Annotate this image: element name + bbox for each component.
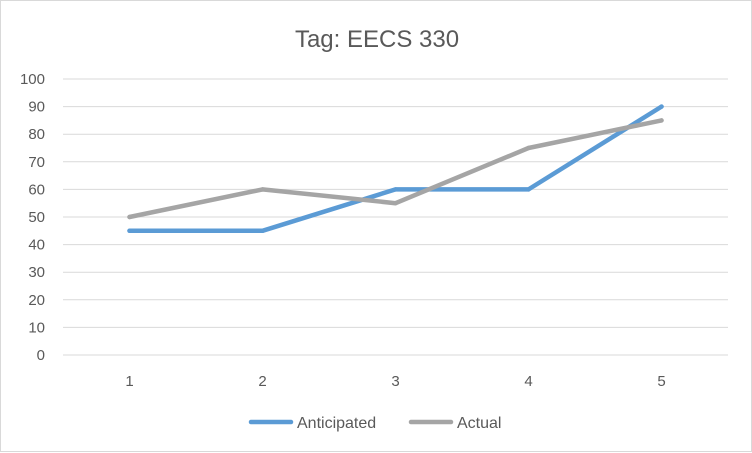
y-axis-tick-labels: 0 10 20 30 40 50 60 70 80 90 100 [20, 71, 45, 364]
x-tick-label: 1 [125, 373, 133, 390]
x-tick-label: 2 [258, 373, 266, 390]
y-tick-label: 20 [28, 292, 45, 309]
legend-label-anticipated: Anticipated [297, 415, 376, 432]
y-tick-label: 40 [28, 237, 45, 254]
data-point-actual [127, 214, 132, 220]
gridlines [63, 78, 728, 356]
data-point-actual [526, 145, 531, 151]
y-tick-label: 0 [37, 347, 45, 364]
legend: Anticipated Actual [248, 415, 501, 432]
y-tick-label: 70 [28, 154, 45, 171]
data-point-anticipated [526, 187, 531, 192]
y-tick-label: 30 [28, 264, 45, 281]
y-tick-label: 60 [28, 181, 45, 198]
x-tick-label: 5 [657, 373, 665, 390]
chart-title: Tag: EECS 330 [295, 26, 459, 53]
data-point-anticipated [393, 187, 398, 192]
y-tick-label: 10 [28, 319, 45, 336]
legend-label-actual: Actual [457, 415, 501, 432]
data-point-anticipated [260, 228, 265, 233]
y-tick-label: 80 [28, 126, 45, 143]
data-point-anticipated [127, 228, 132, 233]
y-tick-label: 50 [28, 209, 45, 226]
x-axis-tick-labels: 1 2 3 4 5 [125, 373, 665, 390]
x-tick-label: 3 [391, 373, 399, 390]
data-point-actual [659, 118, 664, 123]
y-tick-label: 100 [20, 71, 45, 88]
x-tick-label: 4 [524, 373, 532, 390]
data-point-anticipated [659, 104, 664, 109]
y-tick-label: 90 [28, 99, 45, 116]
data-point-actual [393, 201, 398, 206]
series-lines [127, 104, 664, 234]
series-line-anticipated [127, 104, 664, 234]
data-point-actual [260, 187, 265, 192]
